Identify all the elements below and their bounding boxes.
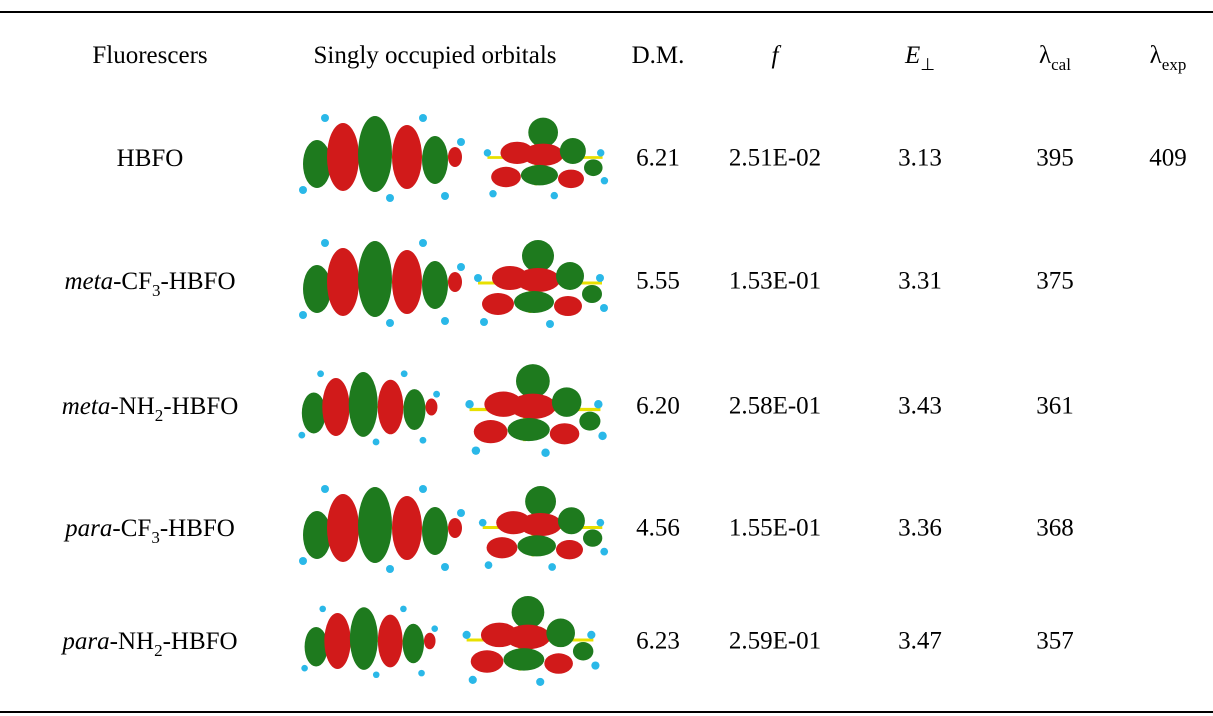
orbital-image <box>465 364 606 457</box>
orbital-image <box>299 239 465 327</box>
header-cell: Singly occupied orbitals <box>313 42 556 69</box>
orbital-image <box>474 240 608 328</box>
compound-name: para-CF3-HBFO <box>63 515 235 548</box>
header-cell: λexp <box>1150 42 1187 75</box>
value-cell: 4.56 <box>636 515 680 542</box>
value-cell: 357 <box>1036 628 1074 655</box>
value-cell: 3.43 <box>898 393 942 420</box>
compound-name: HBFO <box>117 145 184 172</box>
compound-name: para-NH2-HBFO <box>60 628 237 661</box>
orbital-image <box>484 118 608 200</box>
text-segment: -HBFO <box>161 268 236 295</box>
orbital-image <box>463 596 600 686</box>
text-segment: 3 <box>151 528 160 547</box>
value-cell: 3.47 <box>898 628 942 655</box>
compound-name: meta-CF3-HBFO <box>64 268 235 301</box>
text-segment: f <box>772 42 782 69</box>
page: {"table": { "header": [ [{"text": "Fluor… <box>0 0 1213 716</box>
text-segment: meta <box>62 393 111 420</box>
text-segment: λ <box>1150 42 1162 69</box>
text-segment: -NH <box>110 628 154 655</box>
text-segment: -CF <box>112 515 151 542</box>
value-cell: 3.13 <box>898 145 942 172</box>
text-segment: 3 <box>152 281 161 300</box>
value-cell: 3.31 <box>898 268 942 295</box>
value-cell: 395 <box>1036 145 1074 172</box>
value-cell: 368 <box>1036 515 1074 542</box>
text-segment: Fluorescers <box>92 42 207 69</box>
compound-name: meta-NH2-HBFO <box>62 393 239 426</box>
text-segment: E <box>904 42 920 69</box>
text-segment: -HBFO <box>160 515 235 542</box>
text-segment: λ <box>1039 42 1051 69</box>
text-segment: para <box>63 515 112 542</box>
text-segment: para <box>60 628 109 655</box>
value-cell: 6.21 <box>636 145 680 172</box>
value-cell: 5.55 <box>636 268 680 295</box>
table: Fluorescers Singly occupied orbitals D.M. f… <box>0 0 1213 716</box>
header-cell: E⊥ <box>904 42 935 75</box>
orbital-image <box>299 485 465 573</box>
text-segment: 2 <box>154 641 163 660</box>
value-cell: 6.23 <box>636 628 680 655</box>
value-cell: 2.58E-01 <box>729 393 821 420</box>
text-segment: -NH <box>110 393 154 420</box>
value-cell: 2.59E-01 <box>729 628 821 655</box>
orbital-image <box>301 606 438 678</box>
value-cell: 375 <box>1036 268 1074 295</box>
text-segment: exp <box>1162 55 1187 74</box>
value-cell: 409 <box>1149 145 1187 172</box>
text-segment: HBFO <box>117 145 184 172</box>
text-segment: 2 <box>155 406 164 425</box>
orbital-image <box>299 114 465 202</box>
header-cell: λcal <box>1039 42 1071 75</box>
value-cell: 2.51E-02 <box>729 145 821 172</box>
value-cell: 1.53E-01 <box>729 268 821 295</box>
header-cell: Fluorescers <box>92 42 207 69</box>
text-segment: -HBFO <box>163 628 238 655</box>
text-segment: cal <box>1051 55 1071 74</box>
text-segment: -HBFO <box>163 393 238 420</box>
text-segment: meta <box>64 268 113 295</box>
value-cell: 361 <box>1036 393 1074 420</box>
text-segment: -CF <box>113 268 152 295</box>
text-segment: Singly occupied orbitals <box>313 42 556 69</box>
value-cell: 3.36 <box>898 515 942 542</box>
text-segment: D.M. <box>632 42 685 69</box>
orbital-image <box>298 370 440 445</box>
text-segment: ⊥ <box>920 55 935 74</box>
value-cell: 6.20 <box>636 393 680 420</box>
header-cell: D.M. <box>632 42 685 69</box>
value-cell: 1.55E-01 <box>729 515 821 542</box>
header-cell: f <box>772 42 782 69</box>
orbital-image <box>479 486 608 571</box>
